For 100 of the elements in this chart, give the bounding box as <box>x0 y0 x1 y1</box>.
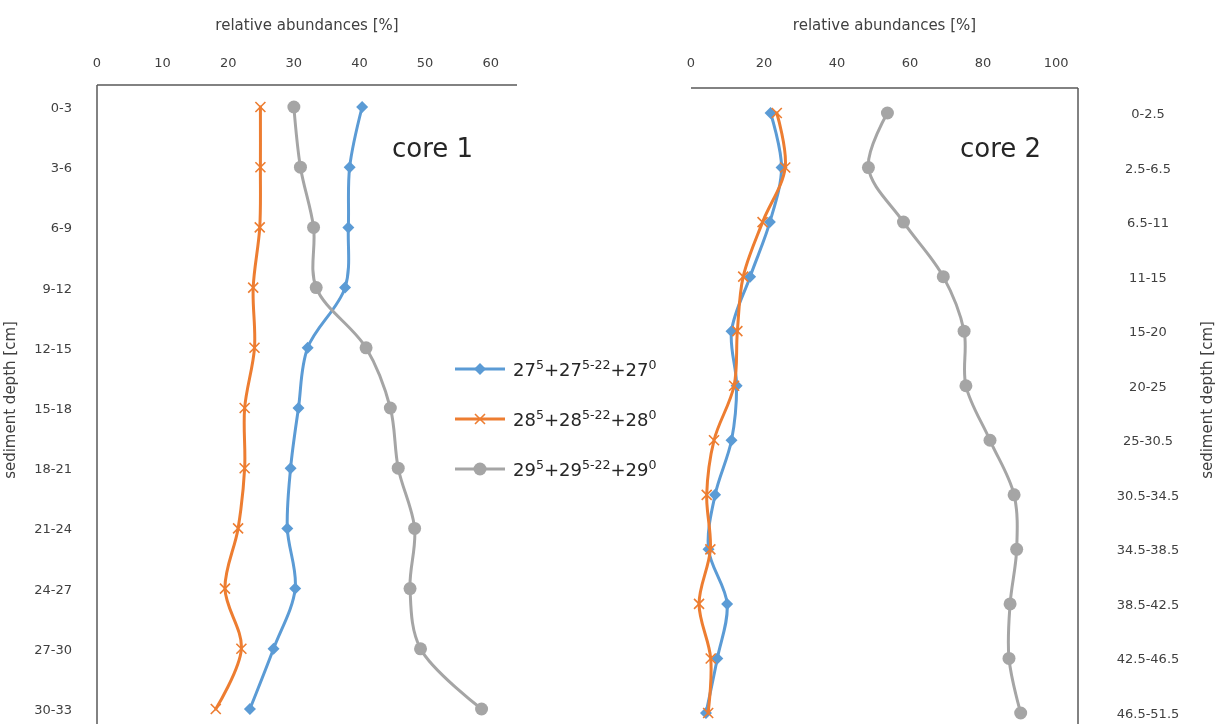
point <box>414 642 428 656</box>
point <box>896 215 910 229</box>
point <box>731 325 744 337</box>
annotation: core 1 <box>392 133 474 163</box>
point <box>779 161 791 174</box>
point <box>737 270 750 283</box>
x-tick-label: 60 <box>901 55 919 70</box>
y-tick-label: 15-20 <box>1129 324 1167 340</box>
y-tick-label: 12-15 <box>34 340 72 356</box>
x-tick-label: 100 <box>1043 55 1069 70</box>
point <box>1003 597 1017 611</box>
point <box>771 107 783 119</box>
y-tick-label: 46.5-51.5 <box>1116 706 1180 721</box>
point <box>293 160 307 174</box>
y-tick-label: 30-33 <box>34 702 72 717</box>
y-axis-title: sediment depth [cm] <box>1 321 19 479</box>
x-tick-label: 0 <box>686 55 696 70</box>
point <box>391 461 405 475</box>
point <box>756 216 769 228</box>
x-axis-title: relative abundances [%] <box>792 16 977 34</box>
point <box>289 582 302 595</box>
point <box>861 161 875 175</box>
x-tick-label: 40 <box>351 55 368 70</box>
y-tick-label: 24-27 <box>34 581 72 597</box>
point <box>232 522 244 535</box>
point <box>1014 706 1028 720</box>
point <box>343 161 356 174</box>
y-tick-label: 27-30 <box>34 641 72 657</box>
x-tick-label: 80 <box>974 55 992 70</box>
point <box>1007 488 1021 502</box>
y-tick-label: 42.5-46.5 <box>1116 651 1180 667</box>
point <box>1010 542 1024 556</box>
point <box>936 270 950 284</box>
legend-label: 29$^{5}$+29$^{5-22}$+29$^{0}$ <box>513 456 657 480</box>
y-tick-label: 0-2.5 <box>1131 106 1165 121</box>
point <box>704 652 717 665</box>
point <box>475 702 489 716</box>
y-tick-label: 34.5-38.5 <box>1116 542 1180 558</box>
point <box>383 401 397 415</box>
point <box>721 597 734 610</box>
point <box>235 643 248 655</box>
point <box>693 598 705 610</box>
point <box>254 161 267 173</box>
point <box>253 221 266 234</box>
x-tick-label: 60 <box>482 55 500 70</box>
point <box>284 462 297 475</box>
annotation: core 2 <box>960 133 1042 163</box>
point <box>983 433 997 447</box>
x-tick-label: 20 <box>755 55 773 70</box>
point <box>957 324 971 338</box>
x-tick-label: 40 <box>828 55 846 70</box>
x-tick-label: 20 <box>219 55 237 70</box>
x-axis-title: relative abundances [%] <box>215 16 399 34</box>
legend-label: 28$^{5}$+28$^{5-22}$+28$^{0}$ <box>513 406 657 430</box>
point <box>725 434 738 447</box>
point <box>209 703 222 715</box>
legend-label: 27$^{5}$+27$^{5-22}$+27$^{0}$ <box>513 356 657 380</box>
point <box>744 270 757 283</box>
y-tick-label: 30.5-34.5 <box>1116 487 1180 503</box>
point <box>292 402 305 414</box>
point <box>356 101 369 113</box>
y-tick-label: 15-18 <box>34 401 72 416</box>
y-tick-label: 6.5-11 <box>1127 215 1169 231</box>
point <box>243 703 256 715</box>
point <box>248 342 261 354</box>
y-tick-label: 6-9 <box>50 220 72 236</box>
point <box>700 489 713 501</box>
x-tick-label: 10 <box>154 55 171 70</box>
y-tick-label: 11-15 <box>1129 269 1167 285</box>
point <box>267 642 280 655</box>
y-tick-label: 9-12 <box>42 280 72 296</box>
point <box>359 341 373 355</box>
point <box>709 488 722 501</box>
point <box>1002 651 1016 665</box>
y-tick-label: 21-24 <box>34 521 72 537</box>
point <box>281 522 294 535</box>
point <box>254 101 267 113</box>
point <box>247 281 259 294</box>
y-tick-label: 20-25 <box>1129 378 1167 394</box>
point <box>403 582 417 596</box>
x-tick-label: 30 <box>285 55 303 70</box>
point <box>238 462 251 474</box>
point <box>219 582 231 595</box>
y-axis-title: sediment depth [cm] <box>1198 321 1216 479</box>
point <box>763 216 776 229</box>
y-tick-label: 18-21 <box>34 461 72 477</box>
y-tick-label: 38.5-42.5 <box>1116 596 1180 612</box>
point <box>708 434 720 447</box>
point <box>880 106 894 120</box>
y-tick-label: 2.5-6.5 <box>1124 160 1172 176</box>
point <box>309 281 323 295</box>
y-tick-label: 3-6 <box>50 160 72 176</box>
x-tick-label: 0 <box>92 55 102 70</box>
point <box>959 379 973 393</box>
point <box>339 281 352 294</box>
point <box>408 521 422 535</box>
point <box>301 341 314 354</box>
point <box>238 402 251 414</box>
y-tick-label: 0-3 <box>50 100 72 115</box>
y-tick-label: 25-30.5 <box>1122 433 1174 449</box>
